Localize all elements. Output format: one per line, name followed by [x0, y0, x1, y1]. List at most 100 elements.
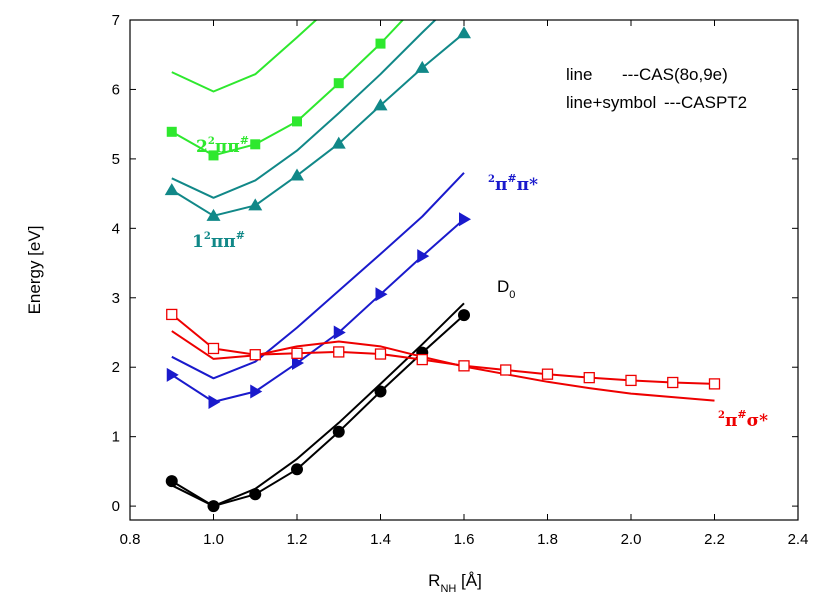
- state-label-d0: D0: [497, 277, 515, 301]
- data-point-s2_pt2: [166, 126, 177, 137]
- y-tick-label: 5: [112, 151, 120, 168]
- data-point-s2_pt2: [333, 78, 344, 89]
- data-point-ps_pt2: [416, 353, 428, 366]
- data-point-ps_pt2: [207, 342, 220, 355]
- state-label-2pipi-main: ππ: [215, 137, 240, 157]
- x-tick-label: 1.2: [287, 531, 308, 548]
- series-d0_pt2: [165, 309, 470, 513]
- y-tick-label: 0: [112, 498, 120, 515]
- data-point-pp_pt2: [375, 287, 388, 302]
- data-point-d0_pt2: [291, 463, 303, 476]
- state-label-1pipi-pre: 1: [192, 232, 204, 252]
- state-label-pisigma: 2π#σ*: [718, 408, 768, 431]
- data-point-ps_pt2: [249, 349, 261, 361]
- state-label-pisigma-main: π: [725, 411, 737, 431]
- x-axis-label-sub: NH: [440, 583, 456, 595]
- data-point-ps_pt2: [458, 360, 470, 372]
- data-point-d0_pt2: [458, 309, 470, 322]
- series-s2_cas: [171, 20, 318, 93]
- x-tick-label: 2.0: [621, 531, 642, 548]
- y-tick-label: 2: [112, 359, 120, 376]
- data-point-ps_pt2: [500, 364, 512, 376]
- data-point-d0_pt2: [249, 488, 262, 501]
- y-tick-label: 4: [112, 220, 120, 237]
- data-point-ps_pt2: [708, 378, 721, 390]
- data-point-pp_pt2: [417, 249, 430, 264]
- x-tick-label: 1.6: [454, 531, 475, 548]
- data-point-pp_pt2: [166, 367, 179, 382]
- state-label-d0-main: D: [497, 277, 509, 296]
- data-point-s1_pt2: [415, 60, 430, 73]
- series-line-pp_cas: [171, 172, 465, 380]
- data-point-pp_pt2: [292, 356, 304, 371]
- data-point-s1_pt2: [248, 198, 263, 211]
- x-axis-label: RNH [Å]: [428, 571, 482, 595]
- y-tick-label: 3: [112, 290, 120, 307]
- state-label-2pipi-tail: #: [240, 134, 249, 147]
- legend-note-line2-label: line+symbol: [566, 93, 656, 112]
- x-tick-label: 2.2: [704, 531, 725, 548]
- series-s1_pt2: [164, 26, 471, 221]
- x-tick-label: 1.4: [370, 531, 391, 548]
- data-point-s2_pt2: [292, 116, 302, 127]
- data-point-s1_pt2: [331, 136, 346, 149]
- data-point-s2_pt2: [417, 0, 427, 4]
- series-line-ps_pt2: [171, 313, 715, 385]
- state-label-pisigma-sup: 2: [718, 410, 725, 421]
- data-point-s1_pt2: [164, 183, 179, 196]
- y-tick-label: 6: [112, 81, 120, 98]
- data-point-s2_pt2: [208, 150, 219, 161]
- data-point-ps_pt2: [333, 346, 345, 358]
- data-point-pp_pt2: [250, 384, 263, 399]
- series-ps_pt2: [166, 308, 721, 390]
- data-point-ps_pt2: [291, 347, 303, 359]
- series-line-s1_pt2: [171, 32, 465, 217]
- data-point-ps_pt2: [625, 374, 637, 387]
- data-point-d0_pt2: [165, 475, 178, 488]
- data-point-s1_pt2: [373, 98, 388, 111]
- state-label-2pipi-sup: 2: [208, 136, 215, 147]
- data-point-s1_pt2: [206, 208, 221, 221]
- series-s1_cas: [171, 20, 437, 199]
- data-point-s1_pt2: [457, 26, 471, 39]
- x-tick-label: 2.4: [788, 531, 809, 548]
- x-tick-label: 1.8: [537, 531, 558, 548]
- state-label-pisigma-mid: #: [737, 408, 746, 421]
- series-line-s2_cas: [171, 20, 318, 93]
- data-point-s2_pt2: [375, 38, 386, 49]
- state-label-pipistar-mid: #: [507, 172, 516, 185]
- state-label-pisigma-tail: σ*: [747, 411, 769, 431]
- data-point-pp_pt2: [208, 394, 221, 409]
- state-label-2pipi-pre: 2: [196, 137, 208, 157]
- state-label-pipistar-tail: π*: [517, 175, 538, 195]
- x-tick-label: 1.0: [203, 531, 224, 548]
- state-label-1pipi-main: ππ: [211, 232, 236, 252]
- state-label-d0-sub: 0: [509, 289, 515, 301]
- state-label-2pipi: 22ππ#: [196, 134, 249, 157]
- state-label-1pipi-sup: 2: [204, 231, 211, 242]
- x-tick-label: 0.8: [120, 531, 141, 548]
- y-tick-label: 1: [112, 429, 120, 446]
- series-line-s1_cas: [171, 20, 437, 199]
- state-label-1pipi: 12ππ#: [192, 229, 245, 252]
- state-label-pipistar-main: π: [495, 175, 507, 195]
- legend-note-line1-label: line: [566, 65, 592, 84]
- data-layer: [164, 0, 721, 513]
- series-line-pp_pt2: [171, 218, 465, 403]
- series-pp_pt2: [166, 212, 471, 409]
- state-label-pipistar: 2π#π*: [488, 172, 538, 195]
- data-point-s1_pt2: [290, 168, 304, 181]
- data-point-ps_pt2: [374, 348, 387, 360]
- y-axis-label: Energy [eV]: [25, 226, 44, 315]
- data-point-pp_pt2: [333, 325, 346, 340]
- y-tick-label: 7: [112, 12, 120, 29]
- data-point-ps_pt2: [166, 308, 178, 321]
- legend-note-line1-desc: ---CAS(8o,9e): [622, 65, 728, 84]
- legend-note-line2-desc: ---CASPT2: [664, 93, 747, 112]
- data-point-d0_pt2: [374, 385, 387, 398]
- x-axis-label-unit: [Å]: [456, 571, 482, 590]
- data-point-d0_pt2: [332, 425, 345, 438]
- data-point-d0_pt2: [207, 500, 220, 513]
